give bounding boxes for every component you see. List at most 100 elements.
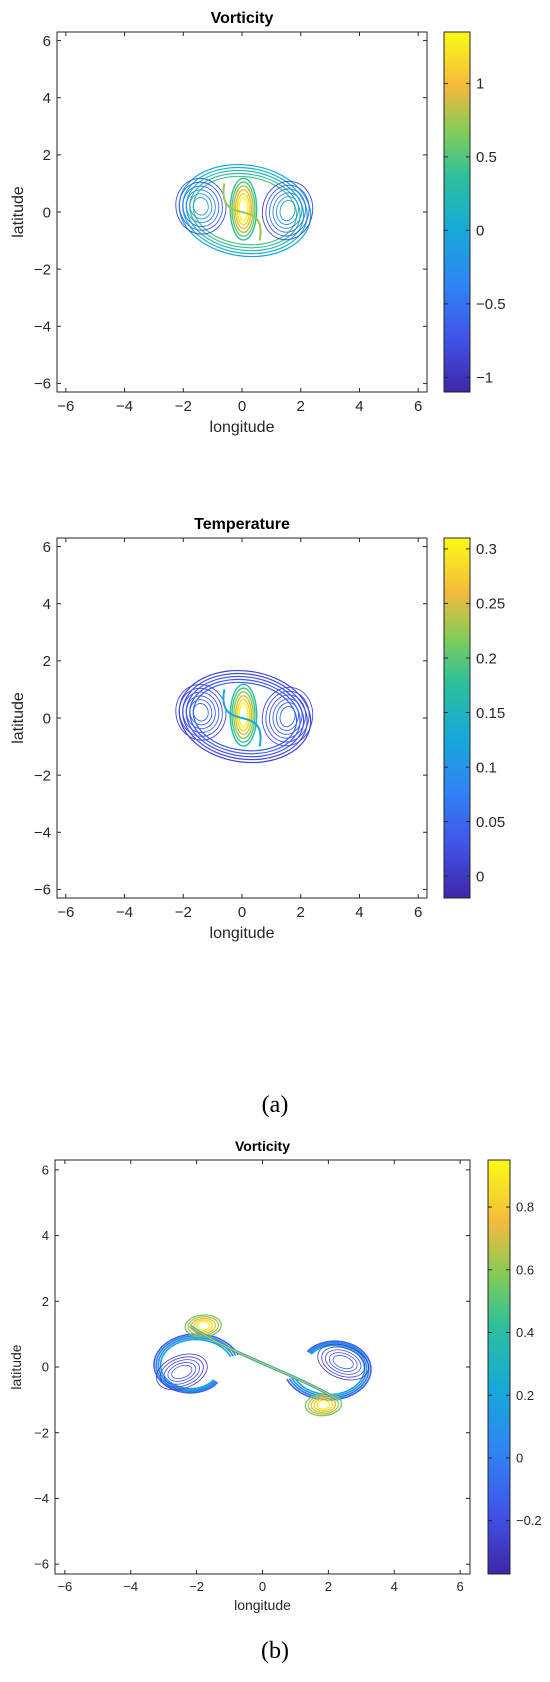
y-tick-label: 6 — [43, 33, 51, 50]
colorbar-tick-label: 0.6 — [516, 1262, 534, 1277]
y-tick-label: 0 — [43, 710, 51, 727]
contour-left-vortex — [193, 703, 209, 722]
contour-lines — [175, 163, 314, 258]
contour-core-left — [193, 1319, 214, 1333]
x-tick-label: 4 — [355, 904, 363, 921]
y-tick-label: −6 — [34, 376, 51, 393]
panel-label-a: (a) — [261, 1092, 289, 1118]
colorbar-tick-label: 0.4 — [516, 1325, 534, 1340]
contour-right-vortex — [276, 196, 299, 225]
y-axis-label: latitude — [10, 692, 27, 744]
y-tick-label: 0 — [42, 1360, 49, 1375]
y-tick-label: −4 — [34, 319, 51, 336]
y-axis-label: latitude — [8, 1344, 24, 1389]
y-tick-label: −6 — [34, 882, 51, 899]
chart-panel-1: Vorticity −6 −4 −2 0 2 4 6 −6 −4 −2 0 2 4 6 longitude la… — [10, 10, 506, 436]
contour-inner-ring — [156, 1353, 208, 1391]
x-tick-label: 6 — [414, 398, 422, 415]
colorbar-tick-label: −1 — [476, 370, 493, 387]
x-tick-label: −2 — [175, 398, 192, 415]
y-tick-label: 2 — [42, 1294, 49, 1309]
contour-left-vortex — [185, 189, 216, 224]
y-tick-label: 2 — [43, 147, 51, 164]
colorbar-tick-label: 0 — [476, 223, 484, 240]
x-axis-label: longitude — [210, 925, 275, 942]
colorbar-tick-label: −0.5 — [476, 296, 506, 313]
y-tick-label: −4 — [34, 825, 51, 842]
x-tick-label: −2 — [175, 904, 192, 921]
contour-core — [238, 196, 249, 222]
contour-core-right — [307, 1394, 340, 1415]
x-axis-label: longitude — [210, 419, 275, 436]
colorbar-tick-label: 0 — [516, 1451, 523, 1466]
y-tick-label: 4 — [43, 90, 51, 107]
panel-label-b: (b) — [261, 1638, 289, 1664]
contour-left-vortex — [193, 197, 209, 216]
contour-left-vortex — [178, 687, 223, 737]
contour-left-vortex — [178, 181, 223, 231]
contour-inner-ring — [159, 1356, 204, 1388]
contour-filament-inner — [189, 1325, 339, 1401]
contour-left-vortex — [182, 691, 220, 733]
chart-title: Vorticity — [235, 1138, 290, 1154]
y-tick-label: 6 — [42, 1162, 49, 1177]
y-tick-label: −2 — [34, 1425, 49, 1440]
contour-right-vortex — [261, 180, 314, 241]
contour-core-right — [316, 1399, 331, 1410]
contour-lines — [153, 1314, 372, 1417]
colorbar-tick-label: 0.2 — [476, 650, 497, 667]
x-tick-label: −6 — [57, 1579, 72, 1594]
y-tick-label: −2 — [34, 261, 51, 278]
contour-inner-ring — [317, 1343, 369, 1381]
contour-right-vortex — [279, 199, 296, 222]
y-tick-label: −6 — [34, 1557, 49, 1572]
x-tick-label: 6 — [457, 1579, 464, 1594]
y-tick-label: 4 — [42, 1228, 49, 1243]
contour-right-vortex — [265, 184, 310, 237]
y-tick-label: 0 — [43, 204, 51, 221]
y-tick-label: −4 — [34, 1491, 49, 1506]
colorbar-tick-label: 0.15 — [476, 705, 505, 722]
contour-right-vortex — [272, 698, 303, 735]
contour-core — [229, 177, 258, 241]
contour-core-right — [313, 1398, 334, 1412]
contour-right-vortex — [268, 188, 307, 233]
contour-right-vortex — [261, 686, 314, 747]
y-tick-label: 6 — [43, 539, 51, 556]
contour-inner-ring — [328, 1352, 358, 1372]
contour-inner-ring — [163, 1359, 200, 1385]
x-tick-label: 2 — [297, 398, 305, 415]
contour-inner-ring — [332, 1355, 354, 1370]
contour-hook — [157, 1336, 234, 1391]
colorbar — [487, 1159, 511, 1575]
x-tick-label: 2 — [297, 904, 305, 921]
colorbar — [443, 537, 471, 899]
y-tick-label: 2 — [43, 653, 51, 670]
colorbar-tick-label: 0.05 — [476, 814, 505, 831]
contour-inner-ring — [321, 1346, 366, 1378]
contour-core — [236, 698, 251, 732]
colorbar — [443, 31, 471, 393]
plot-area — [54, 1159, 471, 1575]
contour-core-left — [184, 1314, 222, 1338]
x-tick-label: −6 — [57, 904, 74, 921]
colorbar-tick-label: 0.3 — [476, 541, 497, 558]
contour-right-vortex — [268, 694, 307, 739]
x-tick-label: 4 — [391, 1579, 398, 1594]
chart-panel-3: Vorticity −6 −4 −2 0 2 4 6 −6 −4 −2 0 2 4 6 longitude la… — [8, 1138, 542, 1613]
contour-core — [238, 702, 249, 728]
contour-inner-ring — [171, 1364, 193, 1379]
contour-filament — [222, 689, 262, 747]
colorbar-tick-label: 0.25 — [476, 596, 505, 613]
x-tick-label: 6 — [414, 904, 422, 921]
contour-right-vortex — [272, 192, 303, 229]
contour-lines — [175, 669, 314, 764]
y-tick-label: −2 — [34, 767, 51, 784]
contour-core-left — [196, 1320, 211, 1331]
chart-panel-2: Temperature −6 −4 −2 0 2 4 6 −6 −4 −2 0 2 4 6 longitude… — [10, 516, 505, 942]
contour-left-vortex — [182, 185, 220, 227]
contour-filament — [222, 183, 262, 241]
contour-inner-ring — [167, 1362, 197, 1382]
x-tick-label: 4 — [355, 398, 363, 415]
